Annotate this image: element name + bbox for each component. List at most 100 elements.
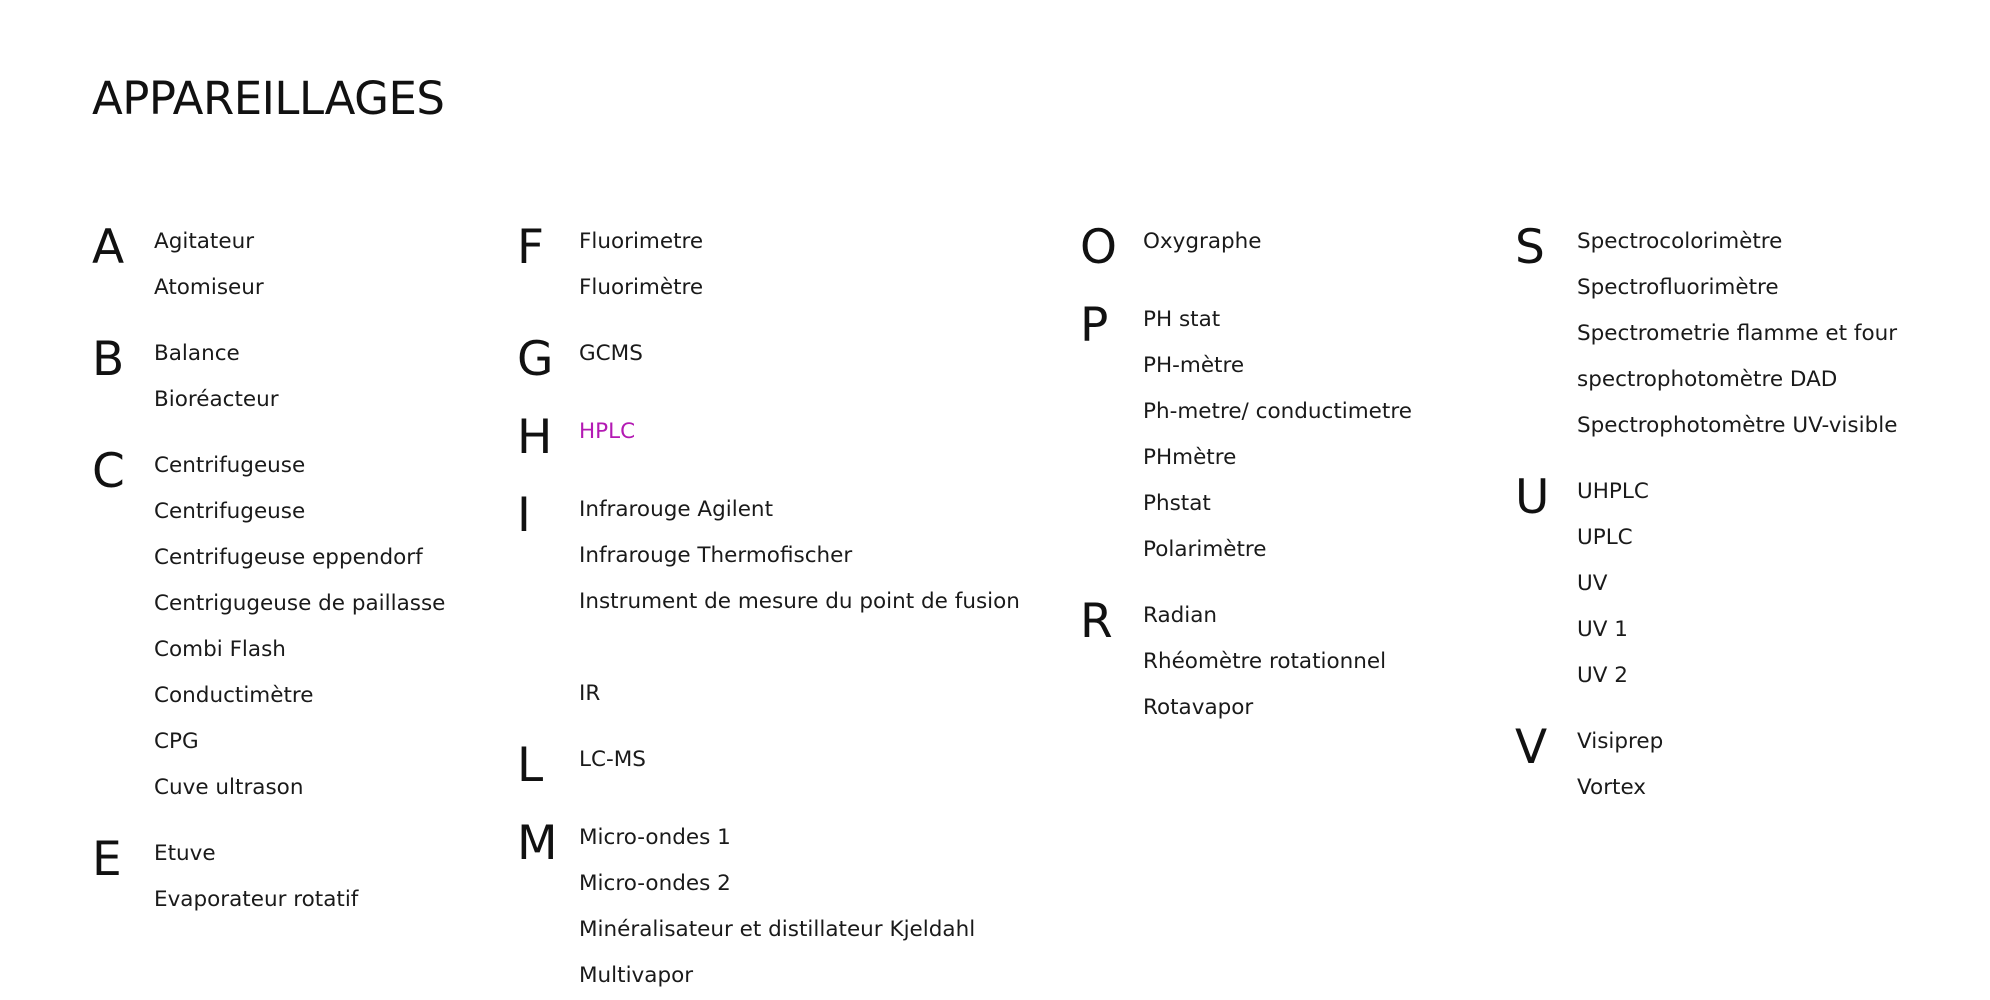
equipment-link[interactable]: IR: [579, 681, 601, 706]
equipment-link[interactable]: spectrophotomètre DAD: [1577, 367, 1838, 392]
letter-group-u: U UHPLC UPLC UV UV 1 UV 2: [1515, 469, 1975, 699]
item-list-m: Micro-ondes 1 Micro-ondes 2 Minéralisate…: [579, 815, 975, 999]
letter-group-a: A Agitateur Atomiseur: [92, 219, 492, 311]
item-list-h: HPLC: [579, 409, 635, 455]
equipment-link[interactable]: Instrument de mesure du point de fusion: [579, 589, 1020, 614]
empty-item-spacer: [579, 625, 1020, 671]
equipment-link[interactable]: Spectrofluorimètre: [1577, 275, 1779, 300]
equipment-link[interactable]: Spectrophotomètre UV-visible: [1577, 413, 1898, 438]
letter-group-p: P PH stat PH-mètre Ph-metre/ conductimet…: [1080, 297, 1500, 573]
equipment-link[interactable]: Infrarouge Agilent: [579, 497, 773, 522]
letter-heading-h: H: [517, 410, 553, 465]
equipment-link[interactable]: Fluorimetre: [579, 229, 704, 254]
letter-group-l: L LC-MS: [517, 737, 1057, 795]
item-list-f: Fluorimetre Fluorimètre: [579, 219, 703, 311]
item-list-g: GCMS: [579, 331, 643, 377]
item-list-e: Etuve Evaporateur rotatif: [154, 831, 358, 923]
equipment-link[interactable]: Centrifugeuse: [154, 453, 306, 478]
equipment-link[interactable]: Spectrocolorimètre: [1577, 229, 1783, 254]
equipment-link[interactable]: Agitateur: [154, 229, 255, 254]
equipment-link[interactable]: Oxygraphe: [1143, 229, 1262, 254]
letter-heading-m: M: [517, 816, 558, 871]
equipment-link-active[interactable]: HPLC: [579, 419, 636, 444]
letter-group-e: E Etuve Evaporateur rotatif: [92, 831, 492, 923]
equipment-link[interactable]: UPLC: [1577, 525, 1633, 550]
index-column-1: F Fluorimetre Fluorimètre G GCMS H HPLC …: [517, 219, 1057, 1000]
equipment-link[interactable]: LC-MS: [579, 747, 646, 772]
letter-heading-f: F: [517, 220, 545, 275]
equipment-link[interactable]: Centrigugeuse de paillasse: [154, 591, 446, 616]
equipment-link[interactable]: Rotavapor: [1143, 695, 1254, 720]
equipment-link[interactable]: Fluorimètre: [579, 275, 704, 300]
letter-group-s: S Spectrocolorimètre Spectrofluorimètre …: [1515, 219, 1975, 449]
equipment-link[interactable]: Balance: [154, 341, 240, 366]
equipment-link[interactable]: Vortex: [1577, 775, 1647, 800]
letter-group-r: R Radian Rhéomètre rotationnel Rotavapor: [1080, 593, 1500, 731]
equipment-link[interactable]: GCMS: [579, 341, 643, 366]
letter-group-h: H HPLC: [517, 409, 1057, 467]
equipment-link[interactable]: Centrifugeuse: [154, 499, 306, 524]
item-list-b: Balance Bioréacteur: [154, 331, 279, 423]
equipment-link[interactable]: Ph-metre/ conductimetre: [1143, 399, 1412, 424]
letter-group-f: F Fluorimetre Fluorimètre: [517, 219, 1057, 311]
index-column-3: S Spectrocolorimètre Spectrofluorimètre …: [1515, 219, 1975, 831]
equipment-link[interactable]: Visiprep: [1577, 729, 1664, 754]
equipment-link[interactable]: UHPLC: [1577, 479, 1649, 504]
equipment-link[interactable]: Bioréacteur: [154, 387, 279, 412]
letter-heading-l: L: [517, 738, 544, 793]
letter-heading-u: U: [1515, 470, 1550, 525]
equipment-link[interactable]: Micro-ondes 2: [579, 871, 731, 896]
letter-group-b: B Balance Bioréacteur: [92, 331, 492, 423]
equipment-link[interactable]: CPG: [154, 729, 199, 754]
letter-heading-p: P: [1080, 298, 1109, 353]
letter-heading-g: G: [517, 332, 554, 387]
equipment-link[interactable]: UV 2: [1577, 663, 1628, 688]
equipment-link[interactable]: Etuve: [154, 841, 216, 866]
letter-group-c: C Centrifugeuse Centrifugeuse Centrifuge…: [92, 443, 492, 811]
equipment-link[interactable]: Conductimètre: [154, 683, 314, 708]
equipment-link[interactable]: Minéralisateur et distillateur Kjeldahl: [579, 917, 976, 942]
letter-heading-s: S: [1515, 220, 1545, 275]
equipment-link[interactable]: Rhéomètre rotationnel: [1143, 649, 1387, 674]
item-list-v: Visiprep Vortex: [1577, 719, 1663, 811]
equipment-link[interactable]: Radian: [1143, 603, 1218, 628]
equipment-link[interactable]: PH stat: [1143, 307, 1221, 332]
equipment-link[interactable]: PH-mètre: [1143, 353, 1245, 378]
equipment-link[interactable]: Cuve ultrason: [154, 775, 304, 800]
letter-heading-o: O: [1080, 220, 1117, 275]
letter-heading-i: I: [517, 488, 531, 543]
item-list-r: Radian Rhéomètre rotationnel Rotavapor: [1143, 593, 1386, 731]
equipment-link[interactable]: Infrarouge Thermofischer: [579, 543, 853, 568]
equipment-link[interactable]: Phstat: [1143, 491, 1211, 516]
index-column-2: O Oxygraphe P PH stat PH-mètre Ph-metre/…: [1080, 219, 1500, 751]
item-list-i: Infrarouge Agilent Infrarouge Thermofisc…: [579, 487, 1020, 717]
equipment-link[interactable]: Evaporateur rotatif: [154, 887, 359, 912]
letter-group-v: V Visiprep Vortex: [1515, 719, 1975, 811]
letter-group-m: M Micro-ondes 1 Micro-ondes 2 Minéralisa…: [517, 815, 1057, 999]
letter-group-i: I Infrarouge Agilent Infrarouge Thermofi…: [517, 487, 1057, 717]
item-list-u: UHPLC UPLC UV UV 1 UV 2: [1577, 469, 1649, 699]
letter-heading-a: A: [92, 220, 125, 275]
item-list-o: Oxygraphe: [1143, 219, 1262, 265]
equipment-link[interactable]: Centrifugeuse eppendorf: [154, 545, 423, 570]
equipment-link[interactable]: UV 1: [1577, 617, 1628, 642]
item-list-l: LC-MS: [579, 737, 646, 783]
letter-heading-r: R: [1080, 594, 1113, 649]
index-column-0: A Agitateur Atomiseur B Balance Bioréact…: [92, 219, 492, 943]
equipment-link[interactable]: Polarimètre: [1143, 537, 1267, 562]
equipment-link[interactable]: UV: [1577, 571, 1608, 596]
equipment-link[interactable]: Combi Flash: [154, 637, 286, 662]
page-title: APPAREILLAGES: [92, 72, 445, 125]
item-list-a: Agitateur Atomiseur: [154, 219, 264, 311]
equipment-link[interactable]: PHmètre: [1143, 445, 1237, 470]
letter-group-o: O Oxygraphe: [1080, 219, 1500, 277]
letter-group-g: G GCMS: [517, 331, 1057, 389]
letter-heading-e: E: [92, 832, 122, 887]
equipment-link[interactable]: Spectrometrie flamme et four: [1577, 321, 1898, 346]
letter-heading-v: V: [1515, 720, 1548, 775]
letter-heading-b: B: [92, 332, 125, 387]
letter-heading-c: C: [92, 444, 125, 499]
equipment-link[interactable]: Atomiseur: [154, 275, 264, 300]
equipment-link[interactable]: Multivapor: [579, 963, 694, 988]
equipment-link[interactable]: Micro-ondes 1: [579, 825, 731, 850]
